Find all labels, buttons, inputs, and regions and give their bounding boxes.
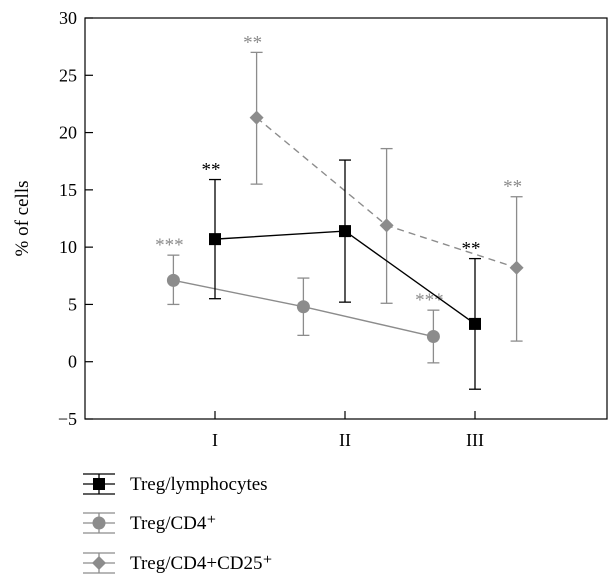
legend-label: Treg/CD4+CD25⁺ bbox=[130, 553, 273, 574]
data-point bbox=[469, 317, 481, 330]
y-tick-label: −5 bbox=[58, 409, 77, 429]
data-point bbox=[209, 233, 221, 246]
y-tick-label: 5 bbox=[68, 294, 77, 314]
plot-frame bbox=[84, 17, 608, 420]
legend: Treg/lymphocytes Treg/CD4⁺ Treg/CD4+CD25⁺ bbox=[83, 473, 273, 574]
series-circle: *** *** bbox=[155, 235, 444, 364]
data-point bbox=[509, 260, 524, 275]
series-diamond: ** ** bbox=[243, 32, 524, 342]
x-tick-label: II bbox=[339, 430, 351, 450]
data-point bbox=[166, 273, 180, 287]
data-point bbox=[339, 225, 351, 238]
y-tick-label: 10 bbox=[59, 237, 77, 257]
legend-marker bbox=[92, 516, 106, 530]
y-tick-label: 15 bbox=[59, 180, 77, 200]
significance-label: ** bbox=[243, 32, 262, 53]
series-layer: ************** bbox=[155, 32, 524, 390]
y-tick-label: 0 bbox=[68, 352, 77, 372]
y-tick-label: 25 bbox=[59, 65, 77, 85]
legend-label: Treg/CD4⁺ bbox=[130, 513, 216, 534]
data-point bbox=[426, 330, 440, 344]
legend-item: Treg/CD4+CD25⁺ bbox=[83, 552, 273, 574]
data-point bbox=[296, 300, 310, 314]
y-tick-label: 30 bbox=[59, 8, 77, 28]
x-tick-label: I bbox=[212, 430, 218, 450]
legend-marker bbox=[92, 556, 106, 570]
legend-marker bbox=[93, 478, 105, 490]
legend-item: Treg/lymphocytes bbox=[83, 473, 268, 495]
series-square: ** ** bbox=[202, 159, 481, 390]
legend-item: Treg/CD4⁺ bbox=[83, 512, 216, 534]
y-tick-label: 20 bbox=[59, 123, 77, 143]
significance-label: *** bbox=[415, 290, 444, 311]
significance-label: ** bbox=[202, 160, 221, 181]
significance-label: ** bbox=[503, 177, 522, 198]
significance-label: *** bbox=[155, 235, 184, 256]
legend-label: Treg/lymphocytes bbox=[130, 474, 268, 495]
significance-label: ** bbox=[462, 239, 481, 260]
x-tick-label: III bbox=[466, 430, 484, 450]
y-axis-label: % of cells bbox=[12, 181, 33, 257]
data-point bbox=[379, 218, 394, 233]
data-point bbox=[249, 110, 264, 125]
